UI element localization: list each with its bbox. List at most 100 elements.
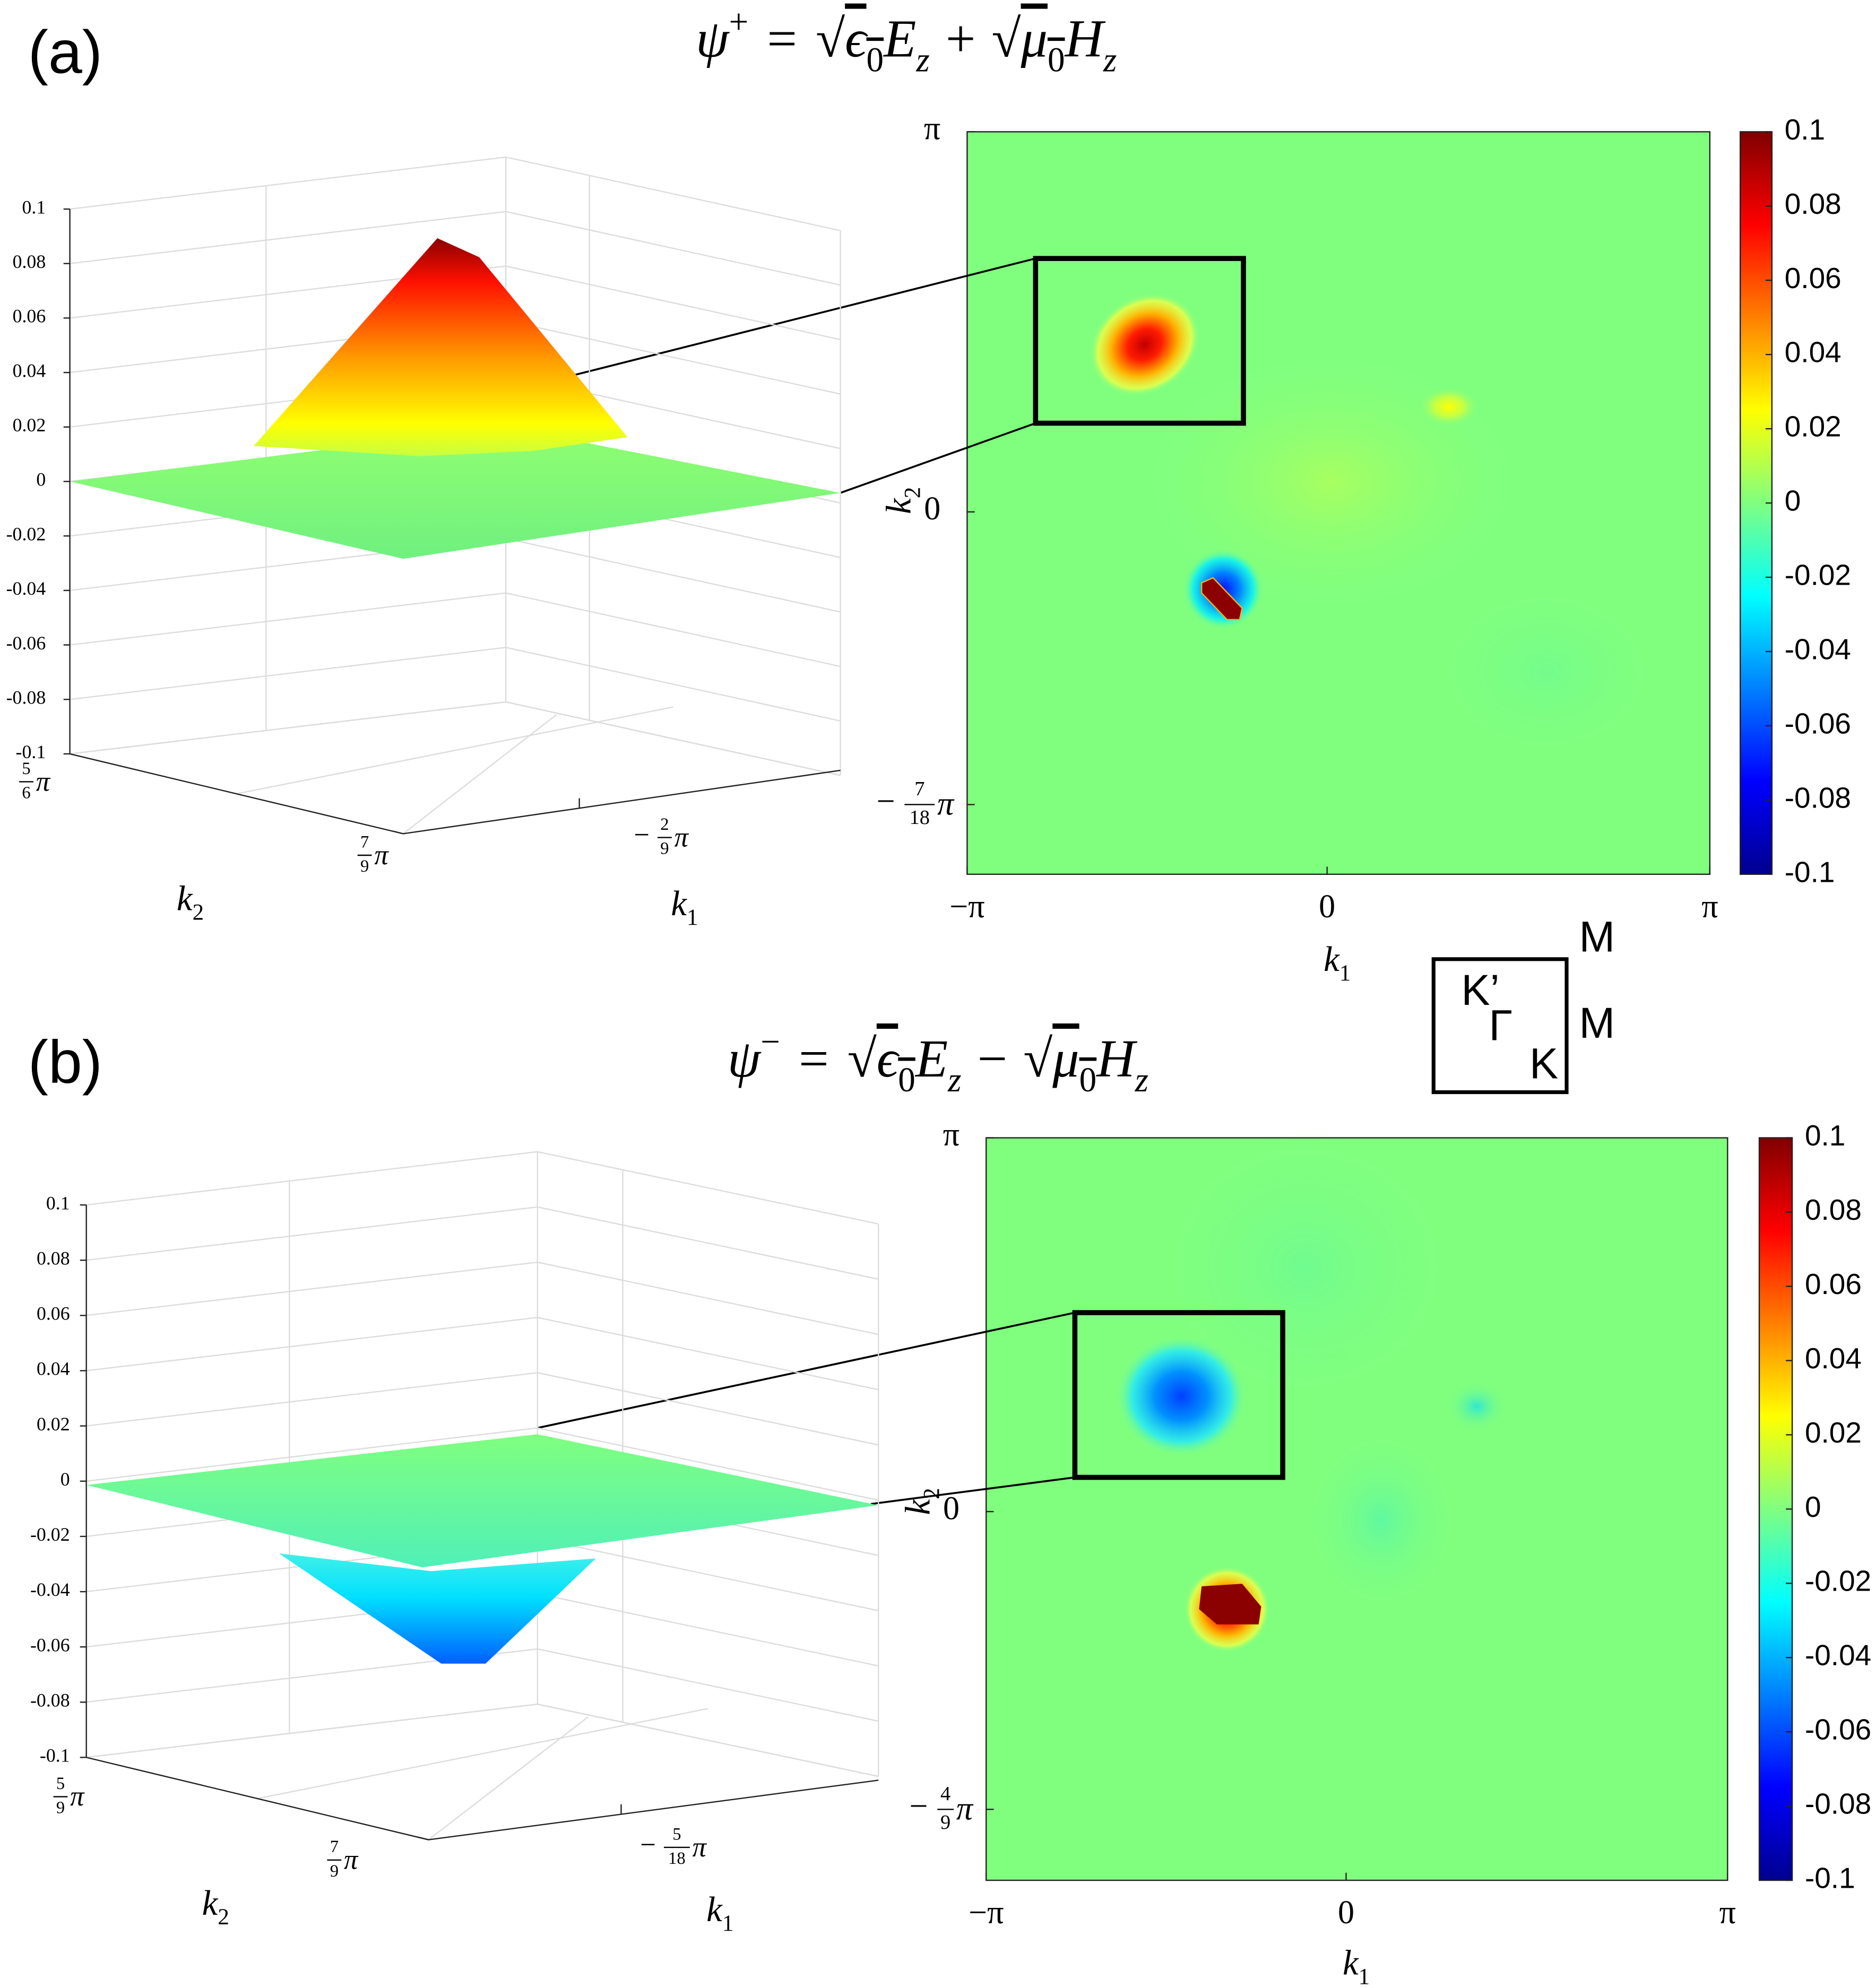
grid-line — [505, 537, 841, 613]
colorbar-tick-label: 0.1 — [1805, 1119, 1845, 1152]
colorbar-tick-label: -0.02 — [1785, 559, 1851, 592]
heatmap-feature — [1115, 1335, 1248, 1457]
z-tick-label: -0.08 — [6, 687, 46, 708]
grid-line — [86, 1261, 538, 1316]
z-tick-label: 0.06 — [37, 1303, 70, 1324]
colorbar-tick-label: -0.08 — [1785, 781, 1851, 814]
x-tick-label: 0 — [1319, 889, 1335, 925]
heatmap-feature — [1432, 583, 1661, 760]
grid-line — [537, 1703, 879, 1777]
grid-line — [86, 1151, 538, 1206]
chart-title: ψ− = √ϵ0Ez − √μ0Hz — [728, 1023, 1148, 1099]
z-tick-label: 0.08 — [13, 251, 46, 272]
tick-label-part: − — [640, 1829, 656, 1860]
k1-axis — [428, 1779, 879, 1841]
tick-mark — [418, 1836, 429, 1841]
title-part: 0 — [898, 1061, 915, 1099]
tick-label-part: π — [36, 766, 51, 797]
inset-label: M — [1579, 913, 1615, 961]
tick-label-part: π — [693, 1832, 707, 1863]
z-tick-label: 0.04 — [13, 360, 46, 381]
tick-label-part: π — [937, 786, 955, 822]
axis-label-part: k — [898, 1499, 938, 1515]
colorbar-tick-label: -0.1 — [1805, 1862, 1855, 1895]
y-tick-label: π — [943, 1117, 959, 1153]
colorbar-tick-label: 0.02 — [1785, 410, 1842, 443]
tick-label-part: 4 — [940, 1783, 950, 1805]
colorbar-tick-label: -0.02 — [1805, 1565, 1871, 1598]
grid-line — [70, 701, 506, 755]
title-part: 0 — [867, 41, 884, 80]
axis-label: k1 — [1324, 940, 1351, 986]
tick-label-part: 9 — [660, 839, 669, 858]
axis-label-part: 1 — [1359, 1965, 1370, 1988]
k2-axis — [86, 1757, 429, 1841]
colorbar-tick-label: 0.1 — [1785, 113, 1825, 146]
axis-label-part: 2 — [218, 1905, 229, 1930]
grid-line — [505, 211, 841, 286]
tick-label-part: π — [675, 822, 689, 853]
tick-label-part: − — [909, 1789, 928, 1825]
title-part: 0 — [1048, 41, 1065, 80]
axis-label: k1 — [671, 884, 698, 930]
panel-label: (a) — [28, 19, 102, 86]
grid-line — [537, 1648, 879, 1722]
zoom-line — [870, 1476, 1075, 1505]
z-tick-label: 0.06 — [13, 306, 46, 327]
k2-axis — [70, 753, 403, 835]
tick-label-part: 9 — [940, 1811, 950, 1834]
grid-line — [86, 1703, 538, 1758]
grid-line — [537, 1261, 879, 1335]
tick-label-part: 7 — [914, 778, 924, 800]
colorbar-tick-label: 0.04 — [1785, 336, 1842, 369]
title-part: z — [915, 41, 929, 80]
title-part: ϵ — [845, 10, 868, 68]
title-part: − — [760, 1023, 780, 1061]
tick-label-part: π — [956, 1791, 974, 1827]
z-tick-label: -0.1 — [16, 741, 46, 762]
title-part: E — [914, 1029, 948, 1088]
tick-label-part: 5 — [56, 1774, 65, 1793]
colorbar-tick-label: 0 — [1805, 1490, 1821, 1523]
colorbar-tick-label: -0.04 — [1805, 1639, 1871, 1672]
y-tick-label: −7 18 π — [877, 778, 955, 829]
z-tick-label: 0 — [36, 469, 46, 490]
k2-tick-label: 5 9 π — [53, 1774, 85, 1818]
heatmap-frame — [985, 1137, 1728, 1881]
title-part: z — [1103, 41, 1117, 80]
z-tick-label: -0.1 — [40, 1745, 70, 1766]
heatmap-feature — [1201, 577, 1243, 620]
tick-label-part: 6 — [22, 784, 30, 803]
tick-label-part: 9 — [360, 857, 369, 876]
title-part: z — [1135, 1061, 1148, 1099]
axis-label-part: k — [1343, 1943, 1359, 1983]
z-tick-label: -0.04 — [6, 578, 46, 599]
axis-label: k2 — [898, 1488, 945, 1515]
x-tick-label: 0 — [1338, 1895, 1354, 1931]
colorbar-tick-label: -0.04 — [1785, 632, 1851, 665]
grid-line — [537, 1206, 879, 1280]
grid-line — [537, 1372, 879, 1446]
axis-label: k2 — [879, 487, 926, 514]
x-tick-label: −π — [969, 1895, 1004, 1931]
z-tick-label: 0.02 — [37, 1413, 70, 1435]
heatmap-a — [569, 131, 1773, 875]
colorbar-tick-label: 0.02 — [1805, 1416, 1862, 1449]
k1-tick-label: −5 18 π — [640, 1825, 707, 1868]
grid-line — [86, 1372, 538, 1427]
grid-line — [70, 156, 506, 210]
colorbar-tick-label: 0.06 — [1805, 1268, 1862, 1300]
axis-label-part: 2 — [920, 1488, 945, 1499]
k1-axis — [403, 769, 841, 835]
grid-line — [70, 647, 506, 700]
y-tick-label: −4 9 π — [909, 1783, 973, 1834]
zoom-line — [569, 257, 1036, 378]
z-tick-label: -0.02 — [30, 1524, 70, 1545]
title-part: + — [729, 3, 749, 41]
axis-label-part: 2 — [901, 487, 926, 498]
grid-line — [505, 265, 841, 341]
colorbar-tick-label: 0 — [1785, 484, 1801, 517]
title-part: + — [946, 10, 976, 68]
floor-grid — [428, 1716, 589, 1841]
